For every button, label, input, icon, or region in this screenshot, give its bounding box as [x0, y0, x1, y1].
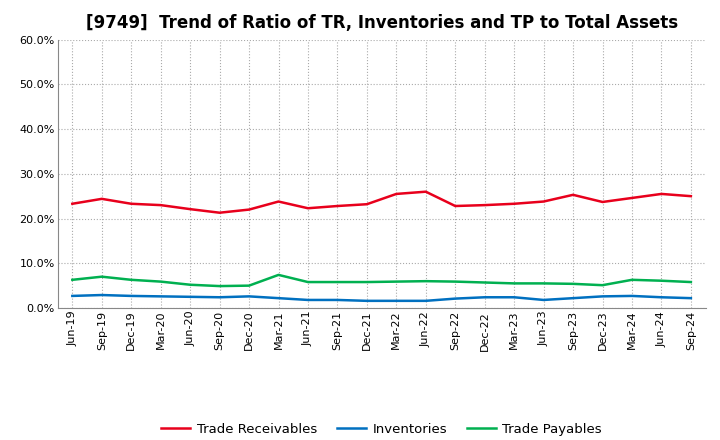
Trade Receivables — [657, 191, 666, 197]
Inventories — [156, 294, 165, 299]
Inventories — [510, 295, 518, 300]
Inventories — [451, 296, 459, 301]
Trade Payables — [628, 277, 636, 282]
Trade Receivables — [687, 194, 696, 199]
Inventories — [186, 294, 194, 300]
Inventories — [274, 296, 283, 301]
Trade Receivables — [628, 195, 636, 201]
Trade Payables — [156, 279, 165, 284]
Inventories — [215, 295, 224, 300]
Trade Payables — [127, 277, 135, 282]
Inventories — [628, 293, 636, 299]
Inventories — [97, 293, 106, 298]
Line: Trade Payables: Trade Payables — [72, 275, 691, 286]
Inventories — [363, 298, 372, 304]
Inventories — [480, 295, 489, 300]
Inventories — [333, 297, 342, 303]
Trade Receivables — [97, 196, 106, 202]
Inventories — [569, 296, 577, 301]
Trade Receivables — [392, 191, 400, 197]
Trade Receivables — [569, 192, 577, 198]
Trade Receivables — [215, 210, 224, 215]
Inventories — [598, 294, 607, 299]
Trade Payables — [657, 278, 666, 283]
Trade Payables — [245, 283, 253, 288]
Inventories — [245, 294, 253, 299]
Trade Payables — [392, 279, 400, 284]
Trade Receivables — [156, 202, 165, 208]
Trade Payables — [598, 282, 607, 288]
Trade Receivables — [539, 199, 548, 204]
Trade Receivables — [363, 202, 372, 207]
Trade Payables — [569, 281, 577, 286]
Trade Payables — [687, 279, 696, 285]
Trade Receivables — [598, 199, 607, 205]
Trade Payables — [333, 279, 342, 285]
Title: [9749]  Trend of Ratio of TR, Inventories and TP to Total Assets: [9749] Trend of Ratio of TR, Inventories… — [86, 15, 678, 33]
Trade Receivables — [274, 199, 283, 204]
Inventories — [127, 293, 135, 299]
Trade Payables — [480, 280, 489, 285]
Line: Trade Receivables: Trade Receivables — [72, 192, 691, 213]
Trade Payables — [539, 281, 548, 286]
Trade Payables — [451, 279, 459, 284]
Trade Receivables — [245, 207, 253, 212]
Inventories — [687, 296, 696, 301]
Trade Receivables — [127, 201, 135, 206]
Trade Payables — [186, 282, 194, 287]
Inventories — [68, 293, 76, 299]
Trade Payables — [421, 279, 430, 284]
Trade Receivables — [186, 206, 194, 212]
Trade Receivables — [421, 189, 430, 194]
Trade Receivables — [451, 203, 459, 209]
Trade Payables — [97, 274, 106, 279]
Line: Inventories: Inventories — [72, 295, 691, 301]
Trade Payables — [215, 283, 224, 289]
Inventories — [539, 297, 548, 303]
Trade Payables — [363, 279, 372, 285]
Trade Payables — [274, 272, 283, 278]
Inventories — [392, 298, 400, 304]
Trade Receivables — [480, 202, 489, 208]
Inventories — [421, 298, 430, 304]
Trade Receivables — [68, 201, 76, 206]
Inventories — [304, 297, 312, 303]
Trade Receivables — [510, 201, 518, 206]
Trade Receivables — [304, 205, 312, 211]
Trade Payables — [68, 277, 76, 282]
Trade Receivables — [333, 203, 342, 209]
Inventories — [657, 295, 666, 300]
Legend: Trade Receivables, Inventories, Trade Payables: Trade Receivables, Inventories, Trade Pa… — [156, 418, 608, 440]
Trade Payables — [510, 281, 518, 286]
Trade Payables — [304, 279, 312, 285]
